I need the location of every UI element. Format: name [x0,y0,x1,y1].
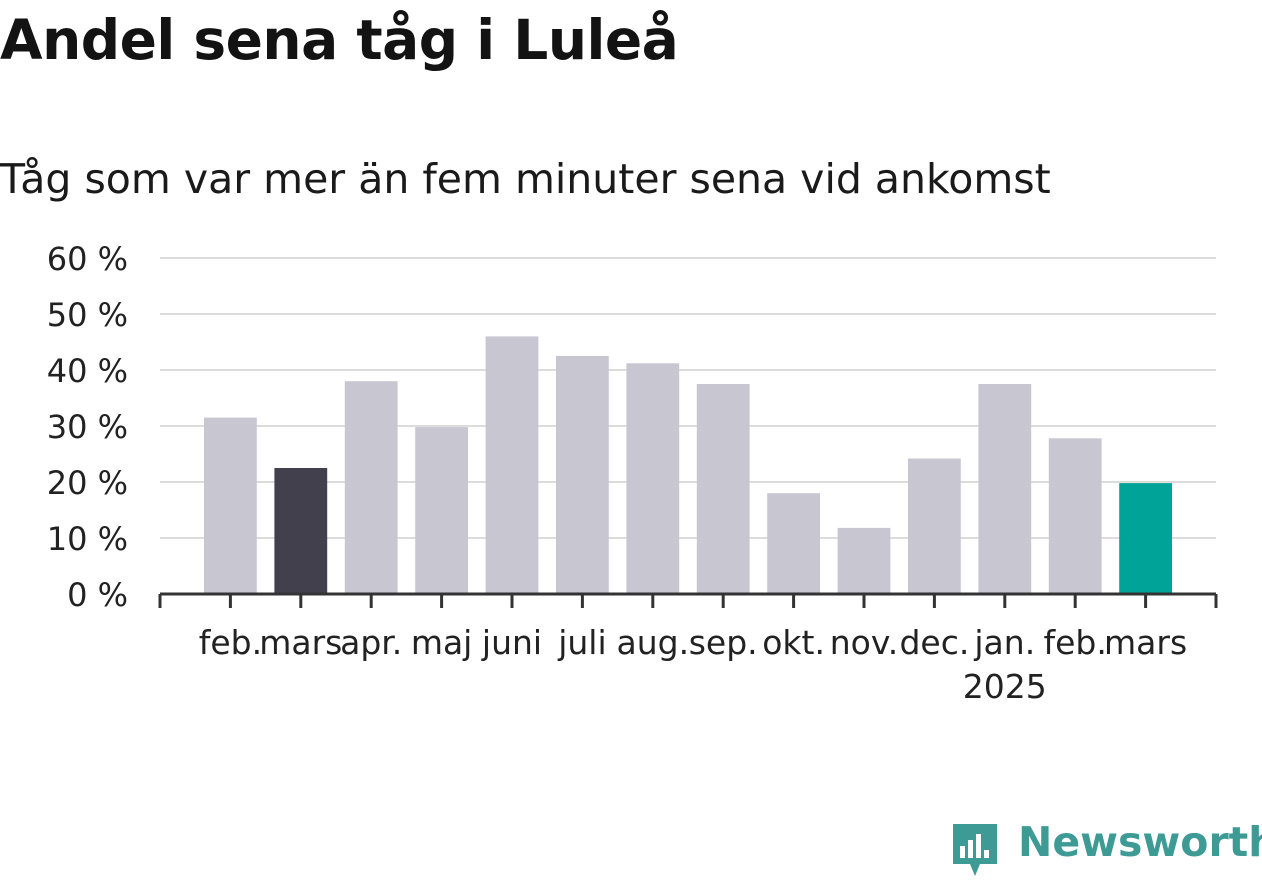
x-tick-label: sep. [689,623,758,662]
newsworthy-logo-icon [953,824,997,876]
bar [274,468,328,594]
x-tick-label: feb. [1044,623,1107,662]
y-axis-tick-labels: 0 % 10 % 20 % 30 % 40 % 50 % 60 % [47,240,128,614]
y-tick-label: 60 % [47,240,128,278]
bars [204,336,1172,594]
x-tick-label: juni [481,623,542,662]
y-tick-label: 10 % [47,520,128,558]
x-tick-label: jan. [973,623,1035,662]
x-tick-label: apr. [340,623,402,662]
x-tick-label: mars [1104,623,1187,662]
y-tick-label: 40 % [47,352,128,390]
chart-title: Andel sena tåg i Luleå [0,8,679,72]
x-tick-label: maj [411,623,473,662]
y-tick-label: 50 % [47,296,128,334]
bar [556,356,609,594]
x-tick-label: okt. [762,623,825,662]
bar [1119,483,1172,594]
bar [415,427,468,594]
bar [204,417,257,594]
bar [908,458,961,594]
x-tick-label: juli [557,623,606,662]
bar [485,336,539,594]
bar [837,527,891,594]
bar [626,363,680,594]
x-tick-sublabel: 2025 [963,667,1047,706]
gridlines [160,257,1216,539]
x-tick-label: feb. [199,623,262,662]
x-tick-label: dec. [899,623,969,662]
bar [1048,438,1102,594]
y-tick-label: 20 % [47,464,128,502]
y-tick-label: 0 % [67,576,128,614]
bar [767,493,820,594]
x-tick-label: mars [259,623,342,662]
bar [344,381,398,594]
newsworthy-logo: Newsworthy [950,818,1262,880]
y-tick-label: 30 % [47,408,128,446]
bar [978,384,1032,594]
x-tick-label: nov. [830,623,899,662]
brand-name: Newsworthy [1018,818,1262,866]
chart-subtitle: Tåg som var mer än fem minuter sena vid … [0,155,1051,203]
bar [696,384,750,594]
x-tick-label: aug. [617,623,690,662]
bar-chart: 0 %10 %20 %30 %40 %50 %60 % feb.marsapr.… [47,240,1218,706]
x-axis [158,592,1218,608]
